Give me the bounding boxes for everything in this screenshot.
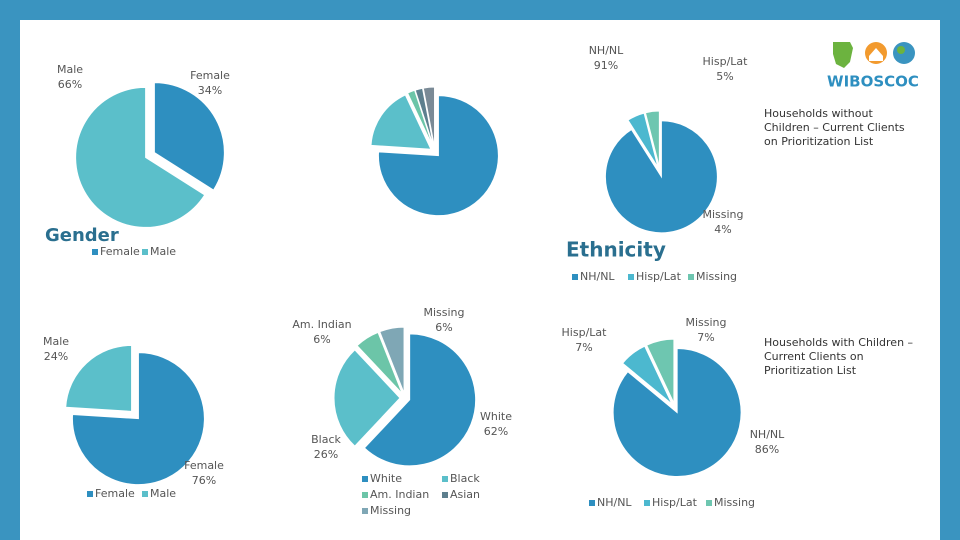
legend-label: Hisp/Lat xyxy=(652,496,698,509)
slice-category-label: Female xyxy=(190,69,230,82)
pie-slice xyxy=(65,344,133,412)
slice-category-label: Hisp/Lat xyxy=(562,326,608,339)
slice-category-label: Missing xyxy=(685,316,726,329)
legend-label: Am. Indian xyxy=(370,488,429,501)
pie-slice xyxy=(71,352,205,486)
slice-value-label: 7% xyxy=(575,341,592,354)
legend-swatch xyxy=(362,476,368,482)
legend-swatch xyxy=(706,500,712,506)
pie-slice xyxy=(379,326,405,394)
slice-value-label: 91% xyxy=(594,59,618,72)
legend-label: Asian xyxy=(450,488,480,501)
legend-swatch xyxy=(589,500,595,506)
legend-swatch xyxy=(87,491,93,497)
slice-category-label: Missing xyxy=(702,208,743,221)
chart-title: Ethnicity xyxy=(566,238,666,262)
chart-note: Households without Children – Current Cl… xyxy=(764,107,905,148)
legend-label: Hisp/Lat xyxy=(636,270,682,283)
slice-category-label: NH/NL xyxy=(750,428,785,441)
slice-value-label: 34% xyxy=(198,84,222,97)
slice-value-label: 6% xyxy=(313,333,330,346)
slice-category-label: Am. Indian xyxy=(292,318,351,331)
legend-label: White xyxy=(370,472,402,485)
pie-slice xyxy=(406,89,434,148)
legend-swatch xyxy=(142,249,148,255)
slice-category-label: Missing xyxy=(423,306,464,319)
pie-slice xyxy=(75,86,206,228)
slice-category-label: NH/NL xyxy=(589,44,624,57)
legend-label: Black xyxy=(450,472,480,485)
legend-label: Missing xyxy=(714,496,755,509)
logo-icons xyxy=(833,42,915,68)
slice-value-label: 66% xyxy=(58,78,82,91)
pie-slice xyxy=(356,331,403,395)
pie-slice xyxy=(153,82,225,191)
pie-slice xyxy=(644,110,660,168)
slice-category-label: Black xyxy=(311,433,341,446)
slice-value-label: 6% xyxy=(435,321,452,334)
legend-label: NH/NL xyxy=(597,496,632,509)
slice-category-label: Male xyxy=(57,63,83,76)
legend-swatch xyxy=(628,274,634,280)
pie-slice xyxy=(377,95,499,217)
legend-swatch xyxy=(442,476,448,482)
slice-value-label: 62% xyxy=(484,425,508,438)
legend-swatch xyxy=(362,508,368,514)
pie-slice xyxy=(378,331,404,394)
pie-slice xyxy=(333,349,401,447)
pie-slice xyxy=(422,86,436,148)
slice-category-label: Male xyxy=(43,335,69,348)
pie-slice xyxy=(645,338,675,404)
chart-title: Gender xyxy=(45,225,119,246)
legend-swatch xyxy=(572,274,578,280)
legend-label: Female xyxy=(95,487,135,500)
legend-swatch xyxy=(644,500,650,506)
pie-slice xyxy=(604,120,718,234)
legend-swatch xyxy=(442,492,448,498)
legend-label: Male xyxy=(150,487,176,500)
slice-category-label: Hisp/Lat xyxy=(703,55,749,68)
slice-category-label: Female xyxy=(184,459,224,472)
slice-category-label: White xyxy=(480,410,512,423)
slice-value-label: 24% xyxy=(44,350,68,363)
slice-value-label: 76% xyxy=(192,474,216,487)
pie-slice xyxy=(370,94,432,150)
legend-label: Missing xyxy=(370,504,411,517)
legend-swatch xyxy=(92,249,98,255)
slice-value-label: 7% xyxy=(697,331,714,344)
pie-slice xyxy=(612,348,742,478)
legend-label: Missing xyxy=(696,270,737,283)
chart-note: Households with Children – Current Clien… xyxy=(764,336,914,377)
pie-slice xyxy=(627,112,659,168)
slice-value-label: 26% xyxy=(314,448,338,461)
legend-label: Male xyxy=(150,245,176,258)
legend-label: Female xyxy=(100,245,140,258)
pie-slice xyxy=(363,333,477,467)
legend-swatch xyxy=(688,274,694,280)
slice-value-label: 5% xyxy=(716,70,733,83)
legend-swatch xyxy=(142,491,148,497)
slice-value-label: 4% xyxy=(714,223,731,236)
pie-slice xyxy=(621,345,673,405)
legend-swatch xyxy=(362,492,368,498)
legend-label: NH/NL xyxy=(580,270,615,283)
pie-slice xyxy=(414,87,435,148)
slice-value-label: 86% xyxy=(755,443,779,456)
logo-text: WIBOSCOC xyxy=(827,73,919,91)
